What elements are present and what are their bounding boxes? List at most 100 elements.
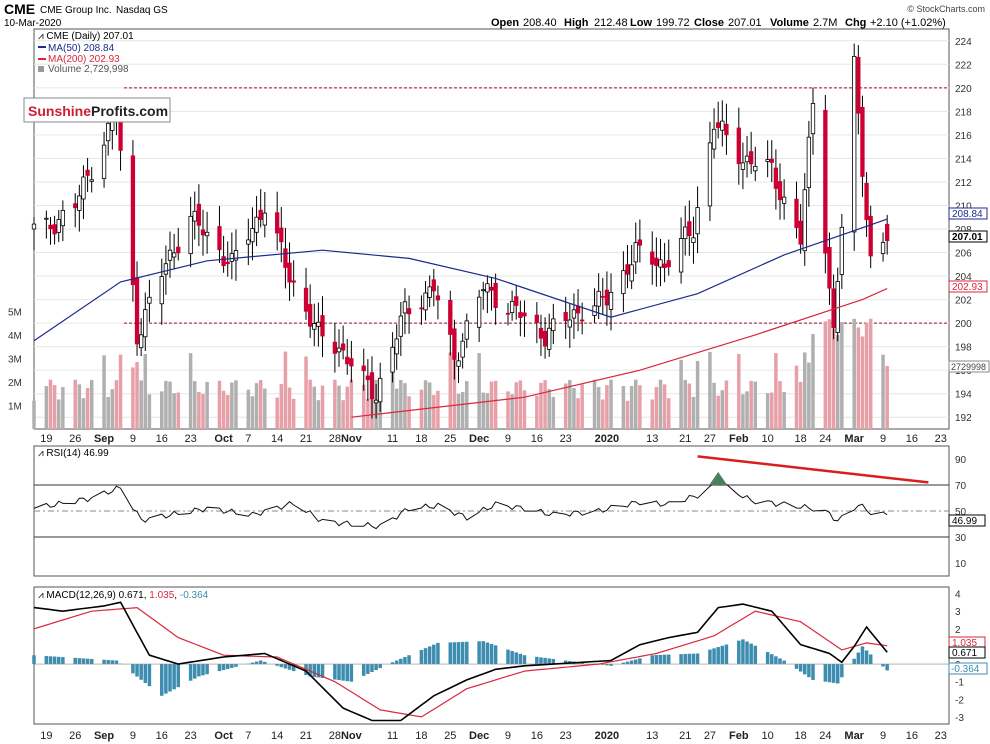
volume-bar [52,385,57,429]
volume-bar [551,396,556,429]
price-tick-label: 218 [955,107,972,118]
candle-body [678,238,684,273]
candle-body [147,296,152,304]
macd-hist-bar [778,658,782,665]
macd-hist-bar [308,664,312,677]
ma50-line [33,218,888,342]
macd-hist-bar [423,648,428,665]
candle-body [390,346,395,373]
candle-body [320,315,325,337]
x-tick-label: 23 [184,730,196,742]
volume-bar [827,319,832,429]
x-tick-label: 23 [184,433,196,445]
price-tick-label: 220 [955,84,972,95]
volume-bar [205,381,209,429]
candle-body [753,165,758,172]
price-tick-label: 216 [955,131,972,142]
macd-hist-bar [456,642,461,665]
rsi-tick-label: 30 [955,533,967,544]
svg-text:46.99: 46.99 [952,516,977,527]
candle-body [60,209,66,227]
volume-bar [333,379,337,429]
x-tick-label: 19 [40,433,52,445]
macd-hist-bar [477,641,481,665]
candle-body [345,356,350,365]
candle-body [456,360,461,367]
x-tick-label: 9 [880,730,886,742]
candle-body [419,307,424,310]
x-tick-label: 14 [271,730,283,742]
candle-body [827,246,832,289]
volume-bar [197,391,201,429]
candle-body [167,249,173,261]
candle-body [716,122,721,128]
candle-body [221,256,226,267]
volume-bar [856,327,861,429]
volume-bar [337,385,341,429]
exchange: Nasdaq GS [116,5,168,16]
macd-hist-bar [275,664,279,666]
volume-bar [634,379,638,429]
x-tick-label: Feb [729,433,749,445]
candle-body [485,283,490,293]
macd-hist-bar [831,664,836,683]
volume-value: 2.7M [813,17,837,29]
x-tick-label: 25 [444,433,456,445]
volume-bar [366,398,370,429]
macd-hist-bar [543,657,547,665]
candle-body [707,142,713,207]
volume-bar [432,395,436,429]
candle-body [777,181,783,201]
macd-hist-bar [547,658,551,665]
candle-body [312,323,317,330]
volume-bar [279,383,284,429]
candle-body [303,287,309,312]
volume-bar [403,383,407,429]
macd-hist-bar [234,664,238,667]
candle-body [604,289,610,306]
volume-bar [831,328,836,429]
candle-body [740,162,746,170]
candle-body [522,312,527,317]
candle-body [481,289,486,292]
candle-body [448,299,453,335]
candle-body [258,209,263,220]
volume-bar [61,387,65,429]
candle-body [423,292,428,311]
volume-bar [172,393,176,429]
volume-bar [452,353,457,429]
svg-text:⩘ CME (Daily) 207.01: ⩘ CME (Daily) 207.01 [38,31,134,42]
macd-hist-bar [279,664,284,668]
x-tick-label: 16 [156,433,168,445]
volume-bar [102,355,106,429]
candle-body [192,210,197,222]
badge-close: 207.01 [952,232,983,243]
volume-bar [110,389,115,429]
volume-bar [493,380,498,429]
volume-tick-label: 4M [8,331,22,342]
candle-body [658,259,663,268]
candle-body [316,321,321,327]
macd-panel: -3-2-101234 [32,590,964,724]
volume-bar [543,380,547,429]
macd-hist-bar [650,655,654,665]
macd-hist-bar [81,658,86,665]
rsi-tick-label: 50 [955,507,967,518]
macd-hist-bar [374,664,378,671]
candle-body [427,286,432,298]
rsi-tick-label: 10 [955,559,967,570]
macd-hist-bar [341,664,345,681]
macd-hist-bar [320,664,325,678]
x-tick-label: Nov [341,433,363,445]
low-label: Low [630,17,652,29]
macd-hist-bar [811,664,815,680]
volume-bar [304,356,308,429]
candle-body [493,282,498,308]
macd-hist-bar [662,654,667,665]
candle-body [452,328,457,360]
volume-bar [852,318,856,429]
volume-bar [679,359,683,429]
macd-hist-bar [135,664,139,677]
volume-bar [881,354,885,429]
macd-hist-bar [465,641,469,665]
